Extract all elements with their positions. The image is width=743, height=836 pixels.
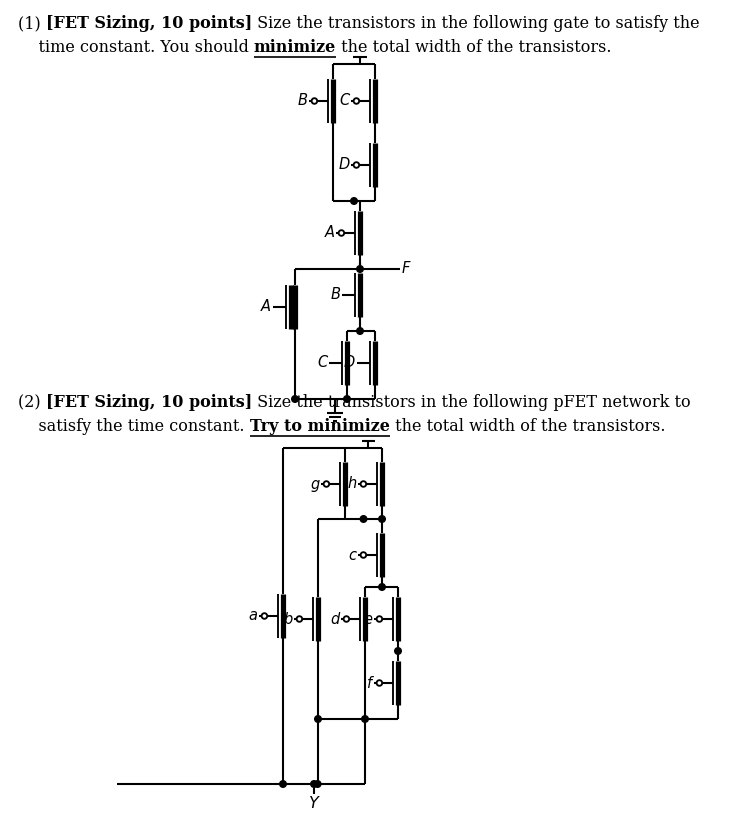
Circle shape (377, 616, 382, 622)
Circle shape (379, 516, 386, 522)
Circle shape (357, 266, 363, 273)
Circle shape (314, 781, 321, 788)
Text: a: a (249, 609, 258, 624)
Text: Y: Y (309, 796, 319, 811)
Text: satisfy the time constant.: satisfy the time constant. (18, 418, 250, 435)
Circle shape (344, 395, 350, 402)
Text: h: h (347, 477, 357, 492)
Circle shape (360, 553, 366, 558)
Text: D: D (338, 157, 350, 172)
Circle shape (395, 648, 401, 655)
Text: the total width of the transistors.: the total width of the transistors. (337, 39, 611, 56)
Circle shape (377, 681, 382, 686)
Text: g: g (311, 477, 319, 492)
Text: C: C (340, 94, 350, 109)
Text: [FET Sizing, 10 points]: [FET Sizing, 10 points] (46, 15, 252, 32)
Text: [FET Sizing, 10 points]: [FET Sizing, 10 points] (46, 394, 252, 411)
Text: D: D (344, 355, 355, 370)
Text: b: b (283, 611, 293, 626)
Circle shape (311, 98, 317, 104)
Text: c: c (348, 548, 357, 563)
Circle shape (343, 616, 349, 622)
Text: B: B (298, 94, 308, 109)
Circle shape (351, 197, 357, 204)
Circle shape (360, 482, 366, 487)
Circle shape (362, 716, 369, 722)
Circle shape (315, 716, 321, 722)
Circle shape (324, 482, 329, 487)
Circle shape (339, 230, 344, 236)
Circle shape (379, 584, 386, 590)
Text: e: e (363, 611, 372, 626)
Text: A: A (325, 226, 334, 241)
Circle shape (262, 613, 267, 619)
Text: Try to minimize: Try to minimize (250, 418, 389, 435)
Circle shape (354, 98, 359, 104)
Text: B: B (330, 288, 340, 303)
Text: d: d (331, 611, 340, 626)
Text: (2): (2) (18, 394, 46, 411)
Text: time constant. You should: time constant. You should (18, 39, 254, 56)
Text: the total width of the transistors.: the total width of the transistors. (389, 418, 665, 435)
Circle shape (279, 781, 286, 788)
Text: Size the transistors in the following gate to satisfy the: Size the transistors in the following ga… (252, 15, 700, 32)
Circle shape (360, 516, 367, 522)
Circle shape (354, 162, 359, 168)
Circle shape (357, 328, 363, 334)
Text: Size the transistors in the following pFET network to: Size the transistors in the following pF… (252, 394, 691, 411)
Text: (1): (1) (18, 15, 46, 32)
Text: f: f (368, 675, 372, 691)
Circle shape (296, 616, 302, 622)
Text: C: C (317, 355, 327, 370)
Text: F: F (402, 262, 410, 277)
Circle shape (311, 781, 317, 788)
Text: A: A (261, 299, 271, 314)
Text: minimize: minimize (254, 39, 337, 56)
Circle shape (292, 395, 298, 402)
